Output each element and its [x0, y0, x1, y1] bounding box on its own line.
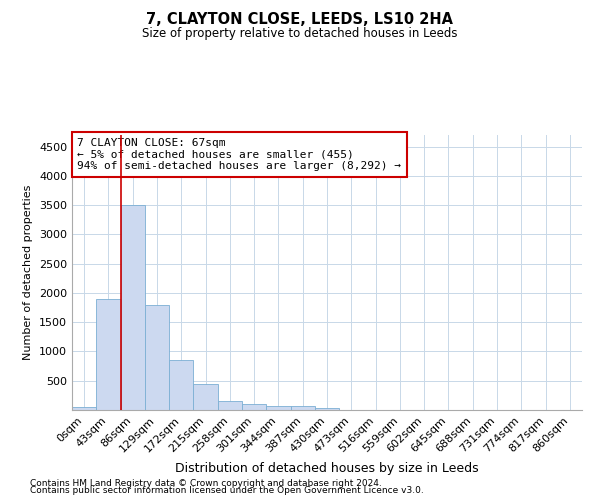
Bar	[145, 304, 169, 410]
X-axis label: Distribution of detached houses by size in Leeds: Distribution of detached houses by size …	[175, 462, 479, 475]
Y-axis label: Number of detached properties: Number of detached properties	[23, 185, 34, 360]
Bar	[72, 407, 96, 410]
Text: Size of property relative to detached houses in Leeds: Size of property relative to detached ho…	[142, 28, 458, 40]
Bar	[242, 404, 266, 410]
Bar	[266, 406, 290, 410]
Bar	[290, 406, 315, 410]
Text: Contains public sector information licensed under the Open Government Licence v3: Contains public sector information licen…	[30, 486, 424, 495]
Bar	[193, 384, 218, 410]
Bar	[121, 205, 145, 410]
Bar	[169, 360, 193, 410]
Text: 7, CLAYTON CLOSE, LEEDS, LS10 2HA: 7, CLAYTON CLOSE, LEEDS, LS10 2HA	[146, 12, 454, 28]
Bar	[315, 408, 339, 410]
Bar	[218, 400, 242, 410]
Bar	[96, 299, 121, 410]
Text: 7 CLAYTON CLOSE: 67sqm
← 5% of detached houses are smaller (455)
94% of semi-det: 7 CLAYTON CLOSE: 67sqm ← 5% of detached …	[77, 138, 401, 171]
Text: Contains HM Land Registry data © Crown copyright and database right 2024.: Contains HM Land Registry data © Crown c…	[30, 478, 382, 488]
